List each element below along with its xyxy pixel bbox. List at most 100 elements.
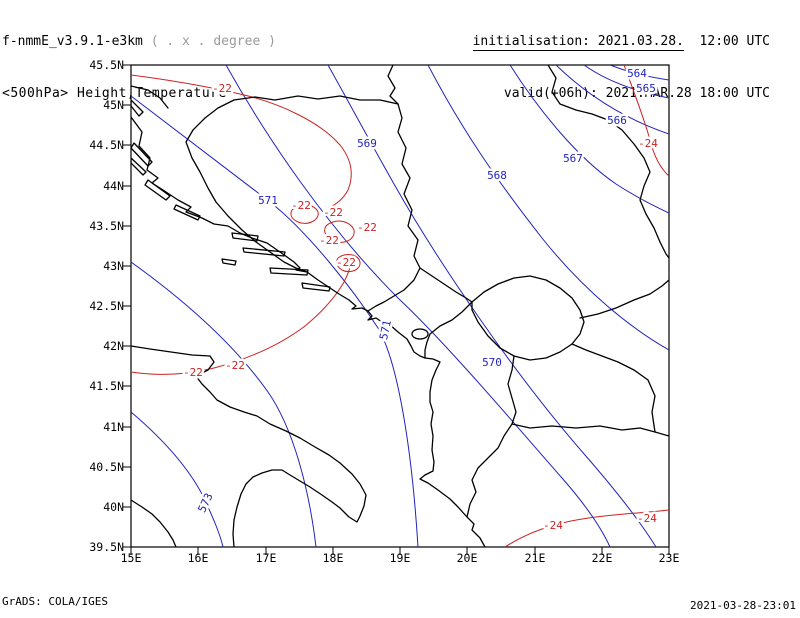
border-macedonia-bulgaria bbox=[647, 379, 656, 433]
border-macedonia-greece bbox=[511, 423, 669, 437]
height-contour-564 bbox=[609, 65, 669, 81]
temperature-contours bbox=[131, 65, 669, 547]
header-right: initialisation: 2021.03.28. 12:00 UTC va… bbox=[472, 4, 770, 116]
x-axis-tick-label: 20E bbox=[457, 551, 478, 565]
temp-contour-label: -22 bbox=[291, 199, 311, 212]
coastline-italy-adriatic bbox=[131, 345, 367, 547]
axis-tick-marks bbox=[123, 64, 670, 555]
height-contour-572 bbox=[131, 261, 317, 547]
border-croatia-bosnia-sava bbox=[233, 95, 399, 105]
height-contour-label: 571 bbox=[377, 319, 394, 341]
island-mljet bbox=[301, 282, 331, 292]
border-croatia-bosnia-west bbox=[185, 99, 308, 273]
temp-contour-label: -22 bbox=[225, 359, 245, 372]
height-contour-label: 568 bbox=[487, 169, 507, 182]
border-serbia-romania-bulgaria bbox=[547, 65, 669, 259]
island-brac bbox=[231, 232, 259, 242]
island-kvarner bbox=[131, 99, 144, 117]
border-slovenia-croatia bbox=[131, 85, 169, 109]
height-contour-573 bbox=[131, 411, 224, 547]
height-contour-label: 570 bbox=[482, 356, 502, 369]
border-montenegro-albania bbox=[424, 301, 473, 359]
temp-contour-label: -24 bbox=[637, 512, 657, 525]
coastline-calabria bbox=[131, 499, 177, 547]
y-axis-tick-label: 39.5N bbox=[89, 540, 124, 554]
x-axis-tick-label: 22E bbox=[592, 551, 613, 565]
temp-contour-label: -22 bbox=[357, 221, 377, 234]
y-axis-tick-label: 44.5N bbox=[89, 138, 124, 152]
x-axis-tick-label: 18E bbox=[323, 551, 344, 565]
temp-contour-label: -24 bbox=[638, 137, 658, 150]
height-contour-568 bbox=[427, 65, 669, 351]
lake-skadar bbox=[411, 328, 429, 340]
y-axis-tick-label: 45.5N bbox=[89, 58, 124, 72]
temp-contour-m22-loop3 bbox=[335, 254, 361, 273]
island-hvar bbox=[242, 247, 286, 257]
y-axis-tick-label: 40N bbox=[103, 500, 124, 514]
x-axis-tick-label: 21E bbox=[525, 551, 546, 565]
y-axis-tick-label: 42.5N bbox=[89, 299, 124, 313]
temp-contour-m22-west bbox=[131, 257, 352, 375]
x-axis-tick-label: 19E bbox=[390, 551, 411, 565]
generation-timestamp: 2021-03-28-23:01 bbox=[690, 599, 796, 612]
height-contour-565 bbox=[583, 65, 669, 99]
y-axis-tick-label: 44N bbox=[103, 179, 124, 193]
y-axis-tick-label: 45N bbox=[103, 98, 124, 112]
island-kornati bbox=[144, 179, 171, 201]
y-axis-tick-label: 41N bbox=[103, 420, 124, 434]
temp-contour-label: -22 bbox=[319, 234, 339, 247]
temp-contour-label: -24 bbox=[543, 519, 563, 532]
border-bosnia-serbia-drina bbox=[367, 103, 421, 312]
x-axis-tick-label: 16E bbox=[188, 551, 209, 565]
height-contour-label: 573 bbox=[195, 491, 215, 515]
map-frame bbox=[123, 64, 670, 555]
model-title-line: f-nmmE_v3.9.1-e3km ( . x . degree ) bbox=[2, 34, 276, 49]
field-title: <500hPa> Height,Temperature bbox=[2, 86, 227, 101]
temp-contour-label: -22 bbox=[183, 366, 203, 379]
x-axis-tick-label: 15E bbox=[121, 551, 142, 565]
header-left: f-nmmE_v3.9.1-e3km ( . x . degree ) <500… bbox=[2, 4, 276, 116]
temp-contour-m24-northeast bbox=[623, 65, 669, 177]
x-axis-tick-label: 23E bbox=[659, 551, 680, 565]
height-contour-label: 565 bbox=[636, 82, 656, 95]
temp-contour-m22-loop2 bbox=[324, 220, 355, 243]
y-axis-tick-label: 41.5N bbox=[89, 379, 124, 393]
grads-credit: GrADS: COLA/IGES bbox=[2, 595, 108, 608]
init-line: initialisation: 2021.03.28. 12:00 UTC bbox=[472, 34, 770, 51]
height-contour-569 bbox=[327, 65, 657, 547]
model-resolution-note: ( . x . degree ) bbox=[150, 34, 276, 49]
height-contour-566 bbox=[555, 65, 669, 135]
border-kosovo-macedonia bbox=[571, 343, 649, 381]
y-axis: 45.5N 45N 44.5N 44N 43.5N 43N 42.5N 42N … bbox=[89, 58, 124, 554]
y-axis-tick-label: 43N bbox=[103, 259, 124, 273]
border-serbia-bulgaria-south bbox=[579, 279, 669, 319]
temp-contour-m24-south bbox=[504, 509, 669, 547]
height-contour-label: 571 bbox=[258, 194, 278, 207]
temp-contour-m22-north bbox=[131, 74, 352, 209]
y-axis-tick-label: 42N bbox=[103, 339, 124, 353]
temp-contour-label: -22 bbox=[336, 256, 356, 269]
contour-labels: 564 565 566 567 568 569 570 571 571 573 … bbox=[181, 65, 661, 535]
border-montenegro-serbia bbox=[419, 267, 473, 303]
height-contour-label: 566 bbox=[607, 114, 627, 127]
x-axis: 15E 16E 17E 18E 19E 20E 21E 22E 23E bbox=[121, 551, 680, 565]
border-croatia-serbia bbox=[387, 65, 399, 105]
height-contour-label: 567 bbox=[563, 152, 583, 165]
temp-contour-label: -22 bbox=[212, 82, 232, 95]
height-contour-570 bbox=[225, 65, 611, 547]
height-contour-567 bbox=[509, 65, 669, 214]
height-contour-label: 564 bbox=[627, 67, 647, 80]
island-pag bbox=[131, 157, 147, 176]
init-time: 12:00 UTC bbox=[683, 34, 770, 49]
x-axis-tick-label: 17E bbox=[256, 551, 277, 565]
island-vis bbox=[221, 258, 237, 266]
border-kosovo bbox=[471, 275, 585, 361]
height-contour-571 bbox=[131, 95, 419, 547]
temp-contour-m22-loop1 bbox=[290, 204, 319, 224]
geography bbox=[131, 65, 669, 547]
coastline-dalmatia-albania bbox=[131, 116, 486, 547]
init-date: initialisation: 2021.03.28. bbox=[472, 34, 684, 51]
island-sibenik-group bbox=[173, 204, 201, 221]
